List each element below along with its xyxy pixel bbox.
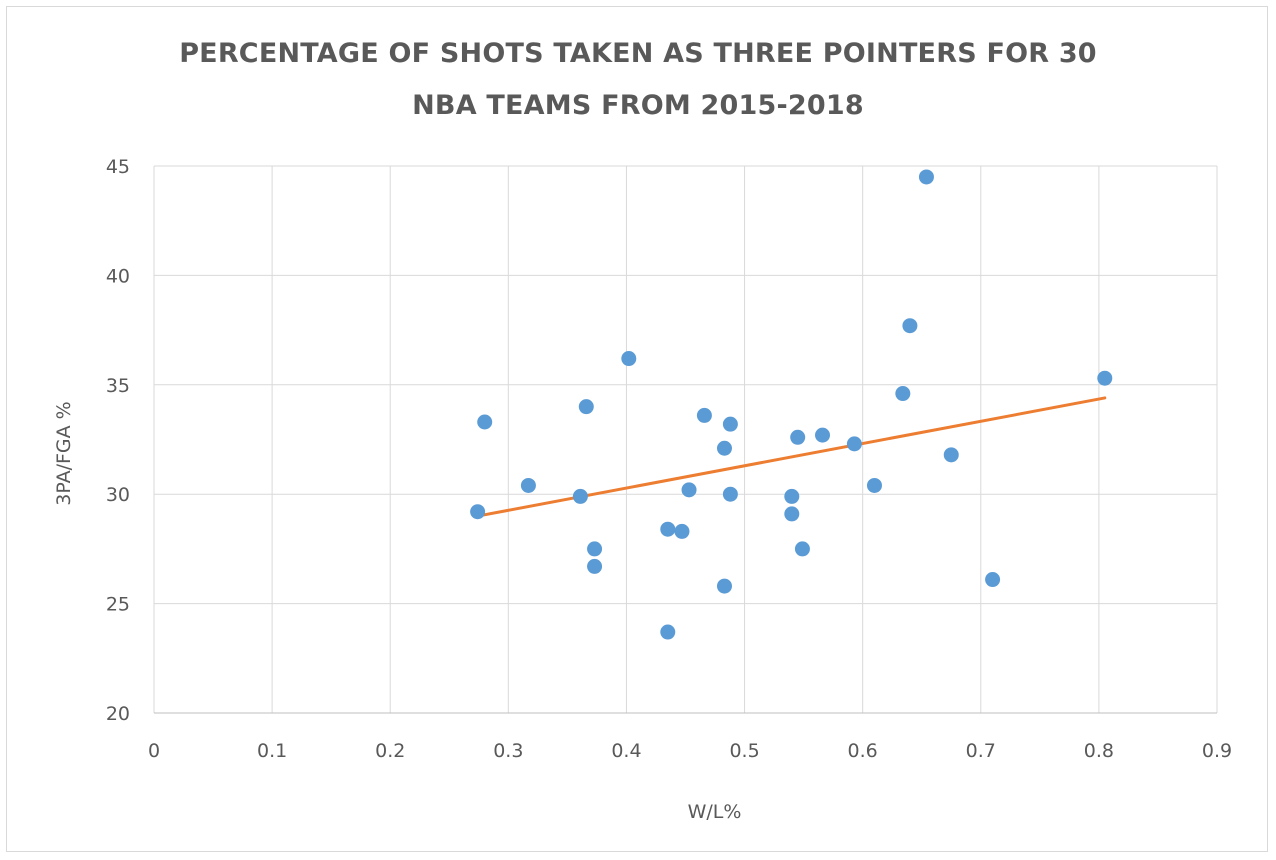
- data-point: [815, 427, 831, 443]
- chart-title-line-1: PERCENTAGE OF SHOTS TAKEN AS THREE POINT…: [179, 38, 1097, 69]
- gridlines: [153, 165, 1218, 714]
- data-point: [902, 318, 918, 334]
- x-tick-label: 0.7: [966, 740, 996, 762]
- chart-frame: [6, 6, 1268, 852]
- data-point: [790, 429, 806, 445]
- data-point: [621, 351, 637, 367]
- data-point: [716, 578, 732, 594]
- data-point: [470, 504, 486, 520]
- data-point: [587, 541, 603, 557]
- data-point: [846, 436, 862, 452]
- data-point: [895, 386, 911, 402]
- data-point: [722, 416, 738, 432]
- data-points: [470, 169, 1113, 640]
- data-point: [794, 541, 810, 557]
- y-tick-label: 40: [106, 265, 130, 287]
- x-tick-label: 0.5: [729, 740, 759, 762]
- y-tick-label: 25: [106, 594, 130, 616]
- data-point: [716, 440, 732, 456]
- data-point: [660, 624, 676, 640]
- data-point: [572, 488, 588, 504]
- x-tick-label: 0.9: [1202, 740, 1232, 762]
- y-tick-label: 35: [106, 375, 130, 397]
- x-tick-label: 0: [148, 740, 160, 762]
- data-point: [722, 486, 738, 502]
- tick-labels: 0 0.1 0.2 0.3 0.4 0.5 0.6 0.7 0.8 0.9 20 25 30 35 40 45: [106, 156, 1232, 762]
- chart-title: PERCENTAGE OF SHOTS TAKEN AS THREE POINT…: [0, 28, 1276, 132]
- data-point: [696, 407, 712, 423]
- x-tick-label: 0.4: [611, 740, 641, 762]
- y-tick-label: 20: [106, 703, 130, 725]
- data-point: [477, 414, 493, 430]
- data-point: [660, 521, 676, 537]
- y-axis-title: 3PA/FGA %: [53, 401, 75, 505]
- data-point: [943, 447, 959, 463]
- data-point: [866, 477, 882, 493]
- x-tick-label: 0.1: [257, 740, 287, 762]
- x-tick-label: 0.8: [1084, 740, 1114, 762]
- data-point: [674, 523, 690, 539]
- data-point: [1097, 370, 1113, 386]
- x-tick-label: 0.6: [848, 740, 878, 762]
- data-point: [587, 558, 603, 574]
- data-point: [520, 477, 536, 493]
- data-point: [784, 488, 800, 504]
- y-tick-label: 45: [106, 156, 130, 178]
- x-axis-title: W/L%: [688, 801, 742, 823]
- data-point: [681, 482, 697, 498]
- data-point: [578, 399, 594, 415]
- data-point: [784, 506, 800, 522]
- chart-title-line-2: NBA TEAMS FROM 2015-2018: [412, 90, 864, 121]
- data-point: [985, 572, 1001, 588]
- x-tick-label: 0.3: [493, 740, 523, 762]
- y-tick-label: 30: [106, 484, 130, 506]
- data-point: [918, 169, 934, 185]
- x-tick-label: 0.2: [375, 740, 405, 762]
